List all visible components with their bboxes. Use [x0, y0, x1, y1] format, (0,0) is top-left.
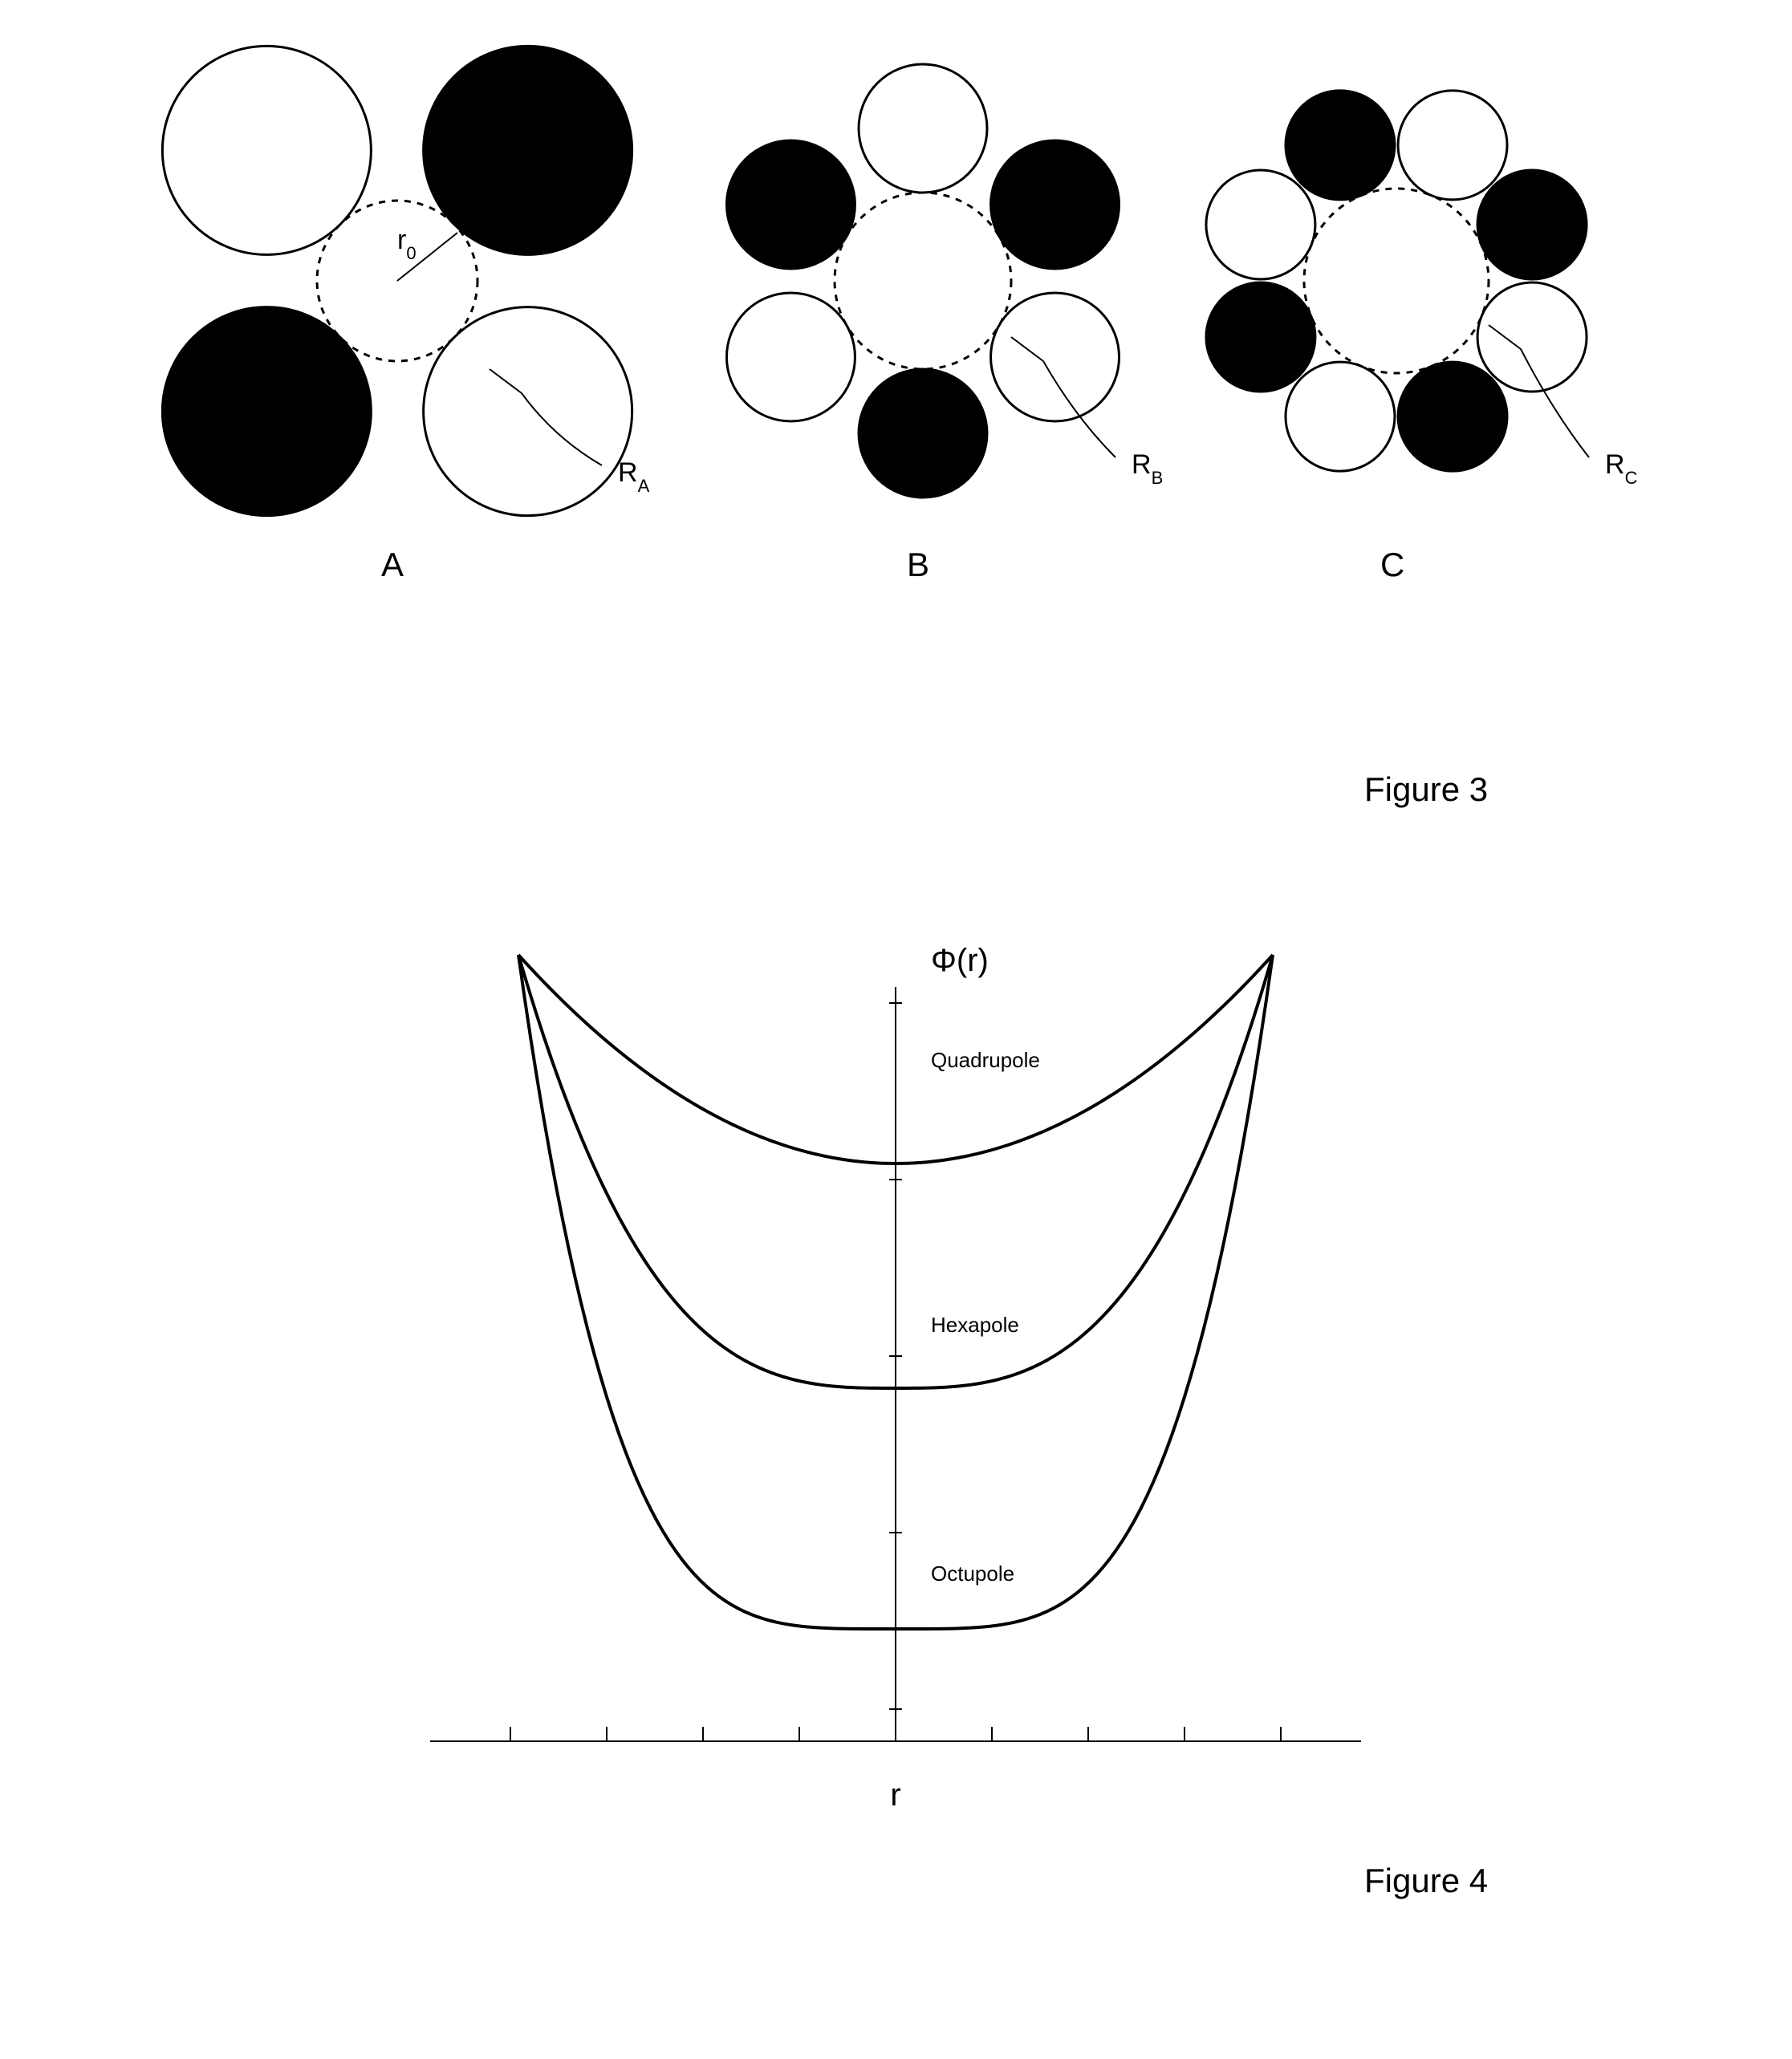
svg-text:Φ(r): Φ(r) [931, 943, 989, 978]
panel-c-label: C [1380, 546, 1404, 584]
svg-text:Hexapole: Hexapole [931, 1313, 1019, 1337]
svg-text:r: r [890, 1777, 900, 1813]
svg-text:Quadrupole: Quadrupole [931, 1048, 1040, 1072]
figure3-diagram: r0 RA RB RC [0, 0, 1792, 658]
panel-a-label: A [381, 546, 404, 584]
figure3-caption: Figure 3 [1364, 770, 1488, 809]
svg-text:r0: r0 [397, 225, 417, 263]
figure4-plot: Φ(r) r Quadrupole Hexapole Octupole [0, 843, 1792, 2046]
svg-text:RB: RB [1132, 449, 1163, 488]
svg-text:RA: RA [618, 457, 650, 496]
panel-b-label: B [907, 546, 929, 584]
figure4-caption: Figure 4 [1364, 1862, 1488, 1900]
svg-text:RC: RC [1605, 449, 1638, 488]
svg-text:Octupole: Octupole [931, 1562, 1014, 1586]
